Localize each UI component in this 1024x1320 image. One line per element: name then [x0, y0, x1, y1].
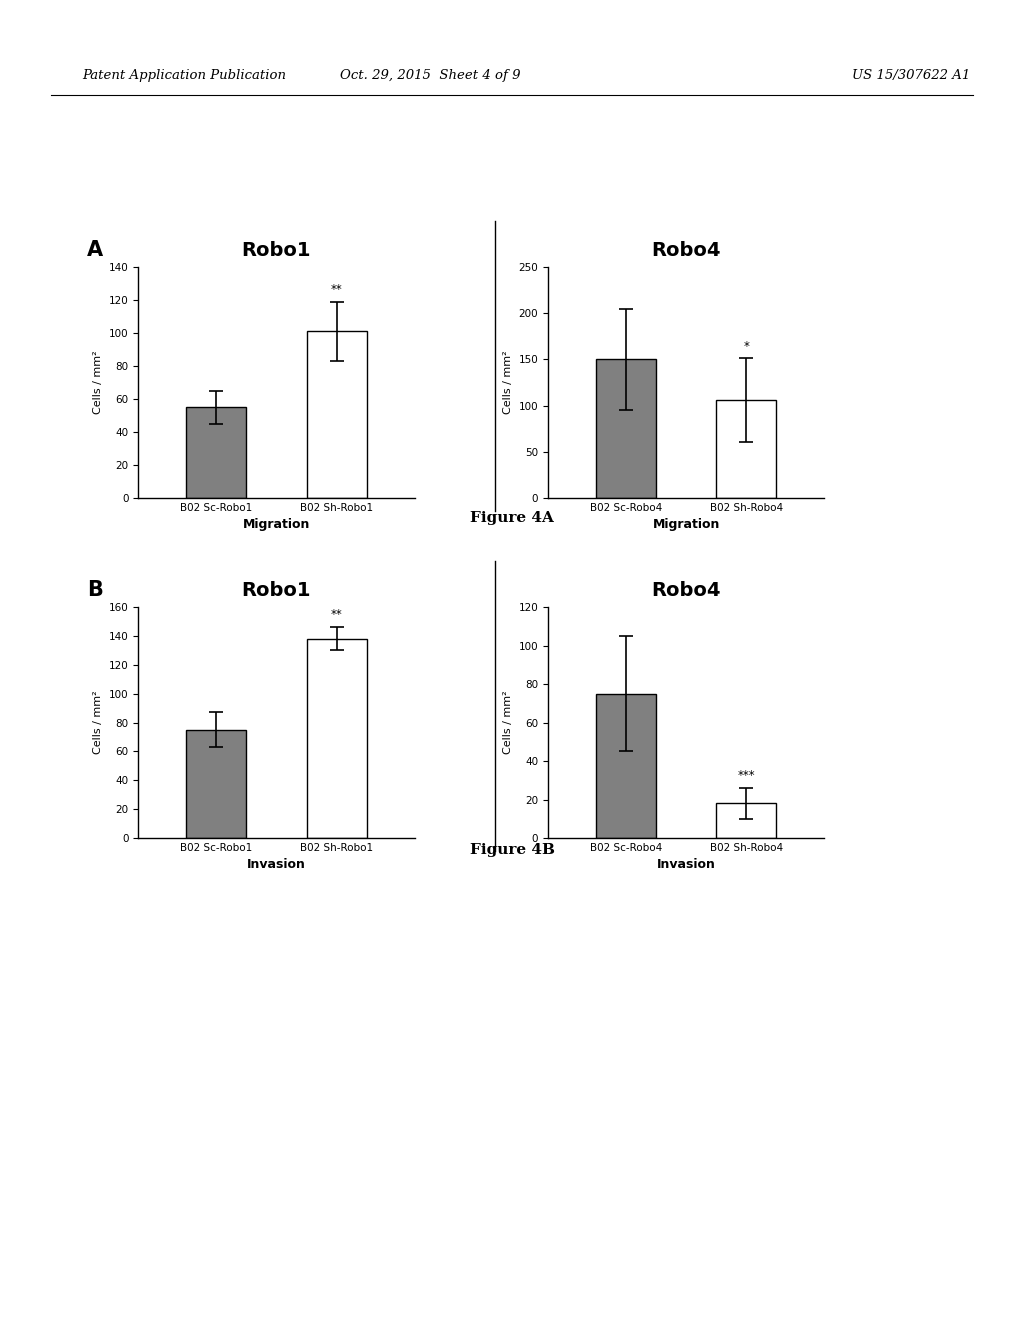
Bar	[306, 639, 367, 838]
Bar	[596, 693, 656, 838]
Bar	[306, 331, 367, 498]
Title: Robo1: Robo1	[242, 581, 311, 599]
Text: **: **	[331, 282, 342, 296]
Text: **: **	[331, 609, 342, 622]
Bar	[596, 359, 656, 498]
Bar	[186, 730, 247, 838]
Text: Figure 4B: Figure 4B	[469, 843, 555, 857]
Text: US 15/307622 A1: US 15/307622 A1	[852, 69, 971, 82]
Text: Figure 4A: Figure 4A	[470, 511, 554, 525]
Text: Patent Application Publication: Patent Application Publication	[82, 69, 286, 82]
Text: Oct. 29, 2015  Sheet 4 of 9: Oct. 29, 2015 Sheet 4 of 9	[340, 69, 520, 82]
Text: A: A	[87, 240, 103, 260]
Title: Robo1: Robo1	[242, 240, 311, 260]
Text: *: *	[743, 339, 750, 352]
Y-axis label: Cells / mm²: Cells / mm²	[503, 351, 513, 414]
Title: Robo4: Robo4	[651, 240, 721, 260]
Text: B: B	[87, 581, 103, 601]
Y-axis label: Cells / mm²: Cells / mm²	[93, 351, 103, 414]
Bar	[716, 804, 776, 838]
X-axis label: Invasion: Invasion	[656, 858, 716, 871]
Y-axis label: Cells / mm²: Cells / mm²	[93, 690, 103, 754]
X-axis label: Invasion: Invasion	[247, 858, 306, 871]
Bar	[186, 408, 247, 498]
Y-axis label: Cells / mm²: Cells / mm²	[503, 690, 513, 754]
Bar	[716, 400, 776, 498]
Title: Robo4: Robo4	[651, 581, 721, 599]
X-axis label: Migration: Migration	[652, 519, 720, 532]
Text: ***: ***	[737, 770, 755, 783]
X-axis label: Migration: Migration	[243, 519, 310, 532]
